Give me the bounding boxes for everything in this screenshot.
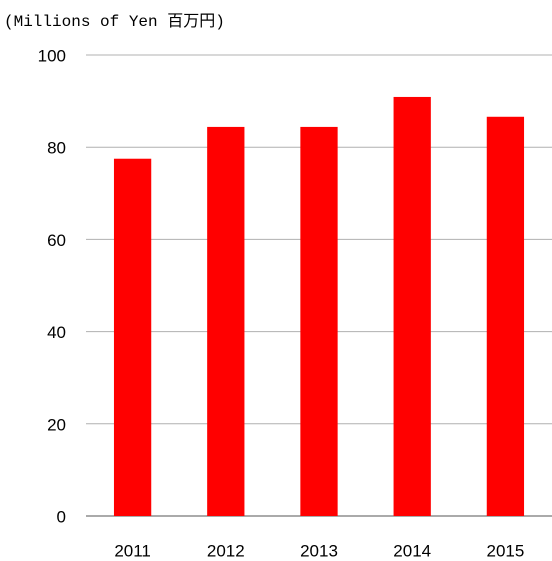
y-tick-label: 0 — [57, 507, 66, 526]
x-tick-label: 2014 — [393, 541, 431, 560]
y-tick-label: 100 — [38, 46, 66, 65]
bar — [393, 96, 431, 517]
y-tick-label: 20 — [47, 415, 66, 434]
x-tick-label: 2015 — [486, 541, 524, 560]
x-tick-label: 2013 — [300, 541, 338, 560]
y-tick-label: 80 — [47, 139, 66, 158]
bar — [113, 158, 152, 516]
y-tick-label: 40 — [47, 323, 66, 342]
y-axis-label: (Millions of Yen 百万円) — [4, 13, 225, 31]
bar — [300, 126, 338, 516]
y-tick-label: 60 — [47, 231, 66, 250]
bar — [486, 116, 525, 517]
x-tick-label: 2011 — [114, 541, 151, 560]
bar — [207, 126, 245, 516]
x-tick-label: 2012 — [207, 541, 245, 560]
